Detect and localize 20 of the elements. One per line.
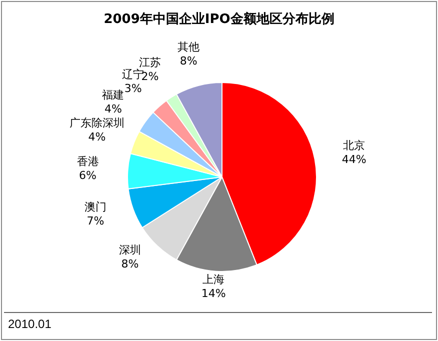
slice-label: 广东除深圳: [69, 116, 124, 130]
slice-label: 上海: [202, 273, 225, 286]
data-label: 8%: [121, 257, 139, 270]
data-label: 7%: [86, 214, 104, 228]
data-label: 3%: [124, 82, 142, 95]
data-label: 44%: [342, 153, 366, 166]
data-label: 14%: [201, 287, 226, 300]
data-label: 4%: [104, 102, 122, 116]
slice-label: 深圳: [118, 243, 141, 256]
slice-label: 北京: [343, 139, 366, 152]
data-label: 4%: [88, 130, 106, 144]
slice-label: 香港: [76, 154, 99, 168]
chart-title: 2009年中国企业IPO金额地区分布比例: [102, 10, 336, 28]
slice-label: 江苏: [138, 56, 161, 70]
slice-label: 澳门: [84, 200, 106, 214]
slice-label: 福建: [102, 88, 124, 102]
text: 2010.01: [8, 317, 52, 331]
slice-label: 其他: [178, 40, 200, 54]
data-label: 6%: [79, 168, 96, 182]
data-label: 8%: [180, 54, 198, 68]
